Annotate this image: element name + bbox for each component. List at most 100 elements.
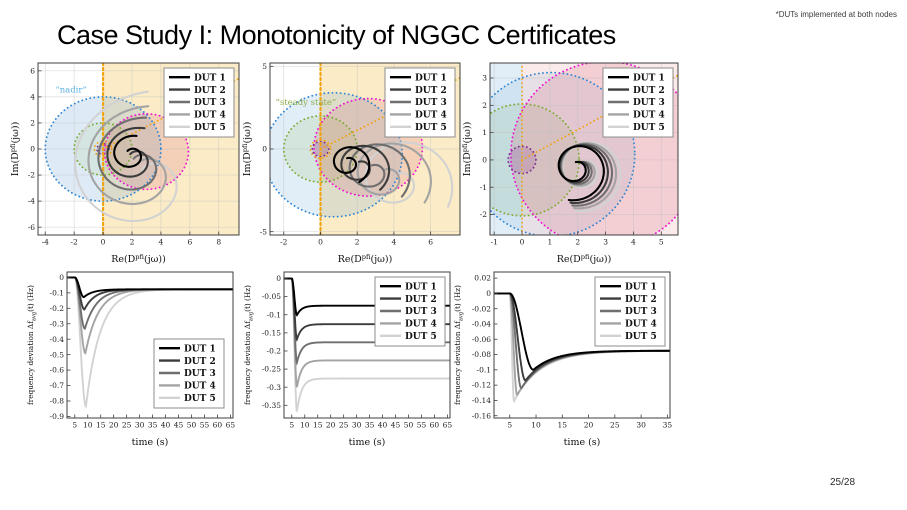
y-tick-label: -0.08 <box>472 350 491 359</box>
annotation-label: “steady state” <box>276 97 337 108</box>
y-tick-label: -0.6 <box>50 366 65 375</box>
y-tick-label: 0 <box>30 145 35 154</box>
legend-label: DUT 2 <box>415 86 447 96</box>
y-tick-label: -0.1 <box>477 365 491 374</box>
y-axis-label: Im(Dpfi(jω)) <box>242 122 253 177</box>
y-tick-label: -0.15 <box>262 328 281 337</box>
legend-label: DUT 1 <box>415 73 447 83</box>
legend-label: DUT 1 <box>184 344 216 354</box>
y-tick-label: 3 <box>482 74 487 83</box>
legend-label: DUT 4 <box>633 111 665 121</box>
y-tick-label: 5 <box>262 62 267 71</box>
series-dut-1 <box>113 134 143 168</box>
y-tick-label: -0.02 <box>472 304 491 313</box>
x-tick-label: 25 <box>339 421 349 430</box>
x-tick-label: 60 <box>430 421 440 430</box>
y-tick-label: -0.2 <box>50 304 65 313</box>
x-tick-label: 25 <box>122 421 132 430</box>
x-tick-label: 15 <box>96 421 106 430</box>
legend-label: DUT 3 <box>625 307 657 317</box>
x-tick-label: 2 <box>355 238 360 247</box>
y-tick-label: -2 <box>28 171 36 180</box>
x-tick-label: 2 <box>130 238 135 247</box>
series-dut-5 <box>364 141 454 208</box>
y-tick-label: -0.7 <box>50 381 65 390</box>
annotation-label: “nadir” <box>55 84 86 95</box>
x-tick-label: 5 <box>659 238 664 247</box>
y-tick-label: -0.9 <box>50 412 65 421</box>
y-tick-label: 0 <box>276 274 281 283</box>
y-tick-label: -5 <box>260 227 268 236</box>
series-dut-4 <box>284 277 450 388</box>
legend: DUT 1 DUT 2 DUT 3 DUT 4 DUT 5 <box>374 276 446 347</box>
y-tick-label: -1 <box>480 183 487 192</box>
y-axis-label: Im(Dpfi(jω)) <box>10 122 21 177</box>
x-tick-label: 10 <box>300 421 310 430</box>
plot-nyquist-nadir: “nadir” -4 -2 0 2 4 6 8 -6 -4 -2 0 2 4 6 Re(Dpfi(jω)) Im… <box>10 55 245 265</box>
plot-nyquist-steady-state: “steady state” -2 0 2 4 6 -5 0 5 Re(Dpfi(jω)) Im(D… <box>242 55 466 265</box>
y-tick-label: -6 <box>28 223 36 232</box>
legend-label: DUT 3 <box>194 98 226 108</box>
y-tick-label: 0.02 <box>474 274 491 283</box>
legend: DUT 1 DUT 2 DUT 3 DUT 4 DUT 5 <box>153 338 225 409</box>
y-tick-label: -0.16 <box>472 411 491 420</box>
legend-label: DUT 5 <box>184 394 216 404</box>
legend-label: DUT 2 <box>184 357 216 367</box>
x-tick-label: 30 <box>636 421 646 430</box>
series-dut-1 <box>67 276 233 299</box>
x-tick-label: 2 <box>575 238 580 247</box>
legend: DUT 1 DUT 2 DUT 3 DUT 4 DUT 5 <box>602 67 674 138</box>
plot-nyquist-grouped: -1 0 1 2 3 4 5 -2 -1 0 1 2 3 Re(Dpfi(jω)) Im(Dpfi(jω))… <box>462 55 684 265</box>
plot-frequency-deviation-1: 5 10 15 20 25 30 35 40 45 50 55 60 65 0 -0.1 -0.2 -0.3 -0… <box>25 262 241 448</box>
x-tick-label: 55 <box>200 421 210 430</box>
chart-canvas: “steady state” -2 0 2 4 6 -5 0 5 Re(Dpfi(jω)) Im(D… <box>242 62 461 265</box>
y-tick-label: -0.2 <box>267 347 282 356</box>
y-axis-label: Im(Dpfi(jω)) <box>462 122 473 177</box>
x-tick-label: 35 <box>365 421 375 430</box>
x-axis-label: time (s) <box>564 437 601 448</box>
x-tick-label: 20 <box>584 421 594 430</box>
x-tick-label: 5 <box>72 421 77 430</box>
legend-label: DUT 1 <box>194 73 226 83</box>
y-tick-label: -0.04 <box>472 320 491 329</box>
x-tick-label: 6 <box>187 238 192 247</box>
legend-label: DUT 2 <box>194 86 226 96</box>
x-tick-label: -4 <box>42 238 50 247</box>
x-tick-label: 3 <box>603 238 608 247</box>
x-tick-label: 5 <box>289 421 294 430</box>
y-tick-label: -0.5 <box>50 350 65 359</box>
x-tick-label: 30 <box>352 421 362 430</box>
x-tick-label: 1 <box>547 238 552 247</box>
legend-label: DUT 3 <box>633 98 665 108</box>
y-tick-label: -0.4 <box>50 335 65 344</box>
y-tick-label: -4 <box>28 197 36 206</box>
x-tick-label: 0 <box>318 238 323 247</box>
plot-frequency-deviation-3: 5 10 15 20 25 30 35 0.02 0 -0.02 -0.04 -0.06 -0.08 -0… <box>452 262 678 448</box>
series-dut-4 <box>356 142 432 204</box>
y-tick-label: -0.06 <box>472 335 491 344</box>
x-tick-label: 5 <box>507 421 512 430</box>
y-tick-label: -0.8 <box>50 397 65 406</box>
x-tick-label: -1 <box>491 238 498 247</box>
y-tick-label: -0.3 <box>267 383 282 392</box>
y-tick-label: 4 <box>30 92 35 101</box>
x-axis-label: Re(Dpfi(jω)) <box>338 253 393 265</box>
legend: DUT 1 DUT 2 DUT 3 DUT 4 DUT 5 <box>163 67 235 138</box>
legend-label: DUT 4 <box>415 111 447 121</box>
x-tick-label: 20 <box>109 421 119 430</box>
legend-label: DUT 5 <box>633 123 665 133</box>
legend-label: DUT 1 <box>633 73 665 83</box>
chart-canvas: 5 10 15 20 25 30 35 40 45 50 55 60 65 0 -0.1 -0.2 -0.3 -0… <box>26 271 235 448</box>
y-tick-label: 6 <box>30 66 35 75</box>
footnote: *DUTs implemented at both nodes <box>775 10 897 19</box>
legend-label: DUT 1 <box>405 282 437 292</box>
y-axis-label: frequency deviation Δfavg(t) (Hz) <box>453 285 465 405</box>
x-tick-label: 50 <box>187 421 197 430</box>
y-tick-label: 2 <box>30 119 35 128</box>
legend-label: DUT 1 <box>625 282 657 292</box>
y-tick-label: 0 <box>59 273 64 282</box>
series-dut-4 <box>87 105 167 205</box>
chart-canvas: -1 0 1 2 3 4 5 -2 -1 0 1 2 3 Re(Dpfi(jω)) Im(Dpfi(jω))… <box>462 62 679 265</box>
x-tick-label: 65 <box>443 421 453 430</box>
